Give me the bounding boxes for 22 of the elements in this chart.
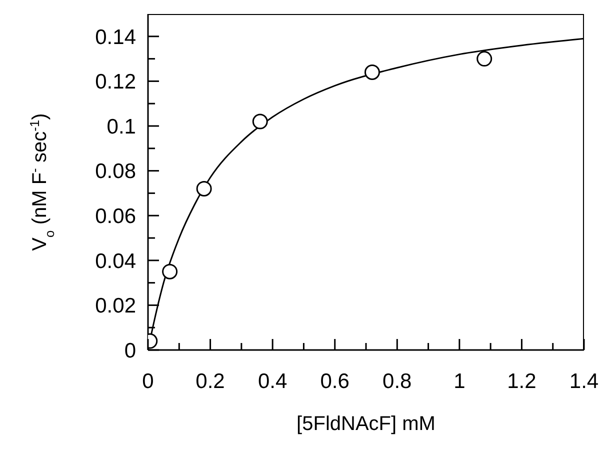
- x-tick-label: 0.2: [196, 370, 225, 393]
- x-tick-label: 0.6: [320, 370, 350, 393]
- y-tick-label: 0.12: [95, 70, 136, 94]
- x-tick-label: 0.8: [382, 370, 412, 393]
- point: [252, 114, 268, 130]
- y-tick-label: 0.14: [95, 26, 136, 49]
- point: [364, 64, 380, 80]
- y-tick-label: 0.02: [95, 294, 136, 318]
- x-tick-label: 0: [142, 370, 154, 393]
- y-tick-label: 0: [124, 339, 136, 362]
- x-tick-label: 1: [454, 370, 466, 393]
- x-tick-label: 1.4: [569, 370, 599, 393]
- y-tick-label: 0.1: [106, 115, 136, 138]
- point: [162, 264, 178, 280]
- y-tick-label: 0.08: [95, 160, 136, 184]
- point: [476, 51, 492, 67]
- x-tick-label: 0.4: [258, 370, 288, 393]
- x-axis-title: [5FldNAcF] mM: [296, 413, 436, 435]
- x-tick-label: 1.2: [507, 370, 536, 393]
- point: [196, 180, 212, 196]
- y-tick-label: 0.04: [95, 250, 136, 273]
- y-tick-label: 0.06: [95, 204, 136, 228]
